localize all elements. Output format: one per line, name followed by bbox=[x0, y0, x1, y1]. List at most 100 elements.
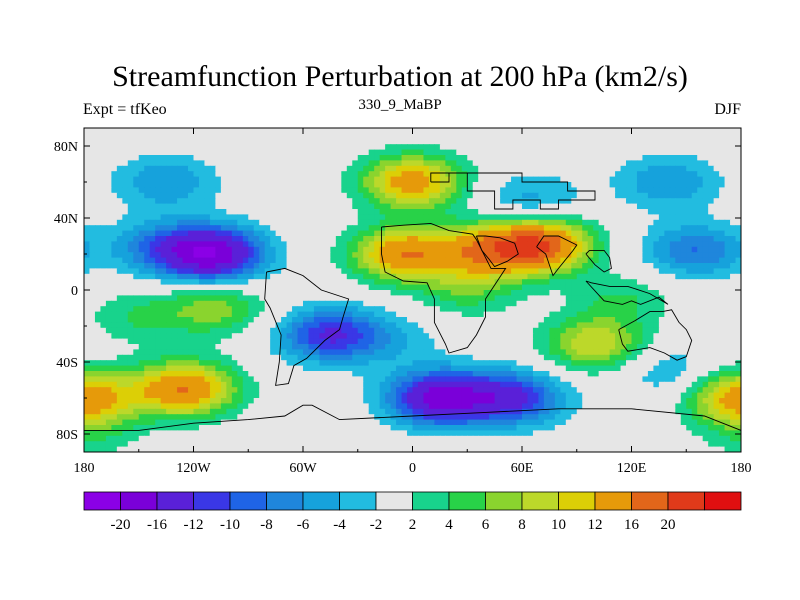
heat-cell bbox=[385, 252, 392, 259]
heat-cell bbox=[89, 192, 96, 199]
heat-cell bbox=[560, 198, 567, 205]
heat-cell bbox=[532, 225, 540, 232]
heat-cell bbox=[357, 176, 364, 183]
heat-cell bbox=[182, 155, 189, 161]
heat-cell bbox=[434, 257, 441, 264]
heat-cell bbox=[450, 333, 457, 340]
heat-cell bbox=[297, 273, 304, 280]
heat-cell bbox=[84, 306, 91, 313]
heat-cell bbox=[642, 290, 649, 296]
heat-cell bbox=[522, 252, 529, 259]
heat-cell bbox=[636, 273, 644, 280]
heat-cell bbox=[582, 165, 589, 172]
heat-cell bbox=[122, 349, 129, 356]
heat-cell bbox=[248, 290, 255, 296]
heat-cell bbox=[658, 290, 665, 296]
heat-cell bbox=[160, 133, 167, 140]
heat-cell bbox=[379, 182, 386, 188]
heat-cell bbox=[275, 263, 282, 269]
heat-cell bbox=[532, 317, 540, 323]
heat-cell bbox=[292, 295, 299, 302]
heat-cell bbox=[439, 203, 446, 210]
heat-cell bbox=[242, 149, 249, 156]
heat-cell bbox=[341, 133, 348, 140]
heat-cell bbox=[335, 333, 342, 340]
experiment-label: Expt = tfKeo bbox=[83, 101, 167, 118]
heat-cell bbox=[390, 165, 397, 172]
heat-cell bbox=[417, 290, 425, 296]
heat-cell bbox=[472, 290, 479, 296]
heat-cell bbox=[593, 160, 600, 167]
heat-cell bbox=[598, 187, 605, 194]
heat-cell bbox=[511, 273, 518, 280]
heat-cell bbox=[100, 182, 107, 188]
heat-cell bbox=[719, 338, 726, 345]
heat-cell bbox=[242, 160, 249, 167]
heat-cell bbox=[582, 300, 589, 307]
heat-cell bbox=[522, 155, 529, 161]
heat-cell bbox=[198, 198, 206, 205]
heat-cell bbox=[182, 349, 189, 356]
heat-cell bbox=[478, 165, 485, 172]
heat-cell bbox=[286, 192, 293, 199]
heat-cell bbox=[554, 279, 561, 286]
heat-cell bbox=[472, 133, 479, 140]
heat-cell bbox=[543, 290, 550, 296]
heat-cell bbox=[538, 160, 545, 167]
heat-cell bbox=[149, 317, 156, 323]
heat-cell bbox=[111, 198, 118, 205]
heat-cell bbox=[691, 268, 698, 275]
heat-cell bbox=[155, 344, 162, 350]
heat-cell bbox=[412, 317, 419, 323]
heat-cell bbox=[719, 176, 726, 183]
heat-cell bbox=[220, 344, 227, 350]
heat-cell bbox=[198, 203, 206, 210]
heat-cell bbox=[209, 176, 216, 183]
heat-cell bbox=[554, 165, 561, 172]
heat-cell bbox=[270, 263, 277, 269]
heat-cell bbox=[264, 241, 271, 248]
heat-cell bbox=[407, 246, 414, 253]
heat-cell bbox=[122, 192, 129, 199]
heat-cell bbox=[461, 263, 468, 269]
heat-cell bbox=[231, 295, 238, 302]
heat-cell bbox=[697, 214, 704, 221]
heat-cell bbox=[171, 252, 178, 259]
heat-cell bbox=[94, 290, 102, 296]
heat-cell bbox=[281, 182, 288, 188]
heat-cell bbox=[735, 187, 741, 194]
heat-cell bbox=[412, 252, 419, 259]
heat-cell bbox=[560, 344, 567, 350]
heat-cell bbox=[368, 176, 375, 183]
heat-cell bbox=[127, 214, 134, 221]
heat-cell bbox=[264, 182, 271, 188]
heat-cell bbox=[664, 338, 671, 345]
heat-cell bbox=[193, 171, 200, 178]
heat-cell bbox=[144, 333, 151, 340]
heat-cell bbox=[259, 246, 266, 253]
heat-cell bbox=[494, 279, 501, 286]
heat-cell bbox=[724, 203, 731, 210]
heat-cell bbox=[664, 171, 671, 178]
heat-cell bbox=[620, 327, 627, 334]
heat-cell bbox=[511, 144, 518, 151]
heat-cell bbox=[259, 236, 266, 242]
heat-cell bbox=[500, 171, 507, 178]
heat-cell bbox=[719, 198, 726, 205]
heat-cell bbox=[390, 198, 397, 205]
heat-cell bbox=[593, 338, 600, 345]
heat-cell bbox=[439, 290, 446, 296]
heat-cell bbox=[669, 230, 676, 237]
heat-cell bbox=[478, 128, 485, 134]
heat-cell bbox=[423, 344, 430, 350]
heat-cell bbox=[100, 198, 107, 205]
heat-cell bbox=[686, 165, 693, 172]
heat-cell bbox=[527, 128, 534, 134]
heat-cell bbox=[368, 246, 375, 253]
heat-cell bbox=[478, 149, 485, 156]
heat-cell bbox=[412, 225, 419, 232]
heat-cell bbox=[275, 279, 282, 286]
heat-cell bbox=[724, 176, 731, 183]
heat-cell bbox=[407, 138, 414, 145]
heat-cell bbox=[341, 198, 348, 205]
